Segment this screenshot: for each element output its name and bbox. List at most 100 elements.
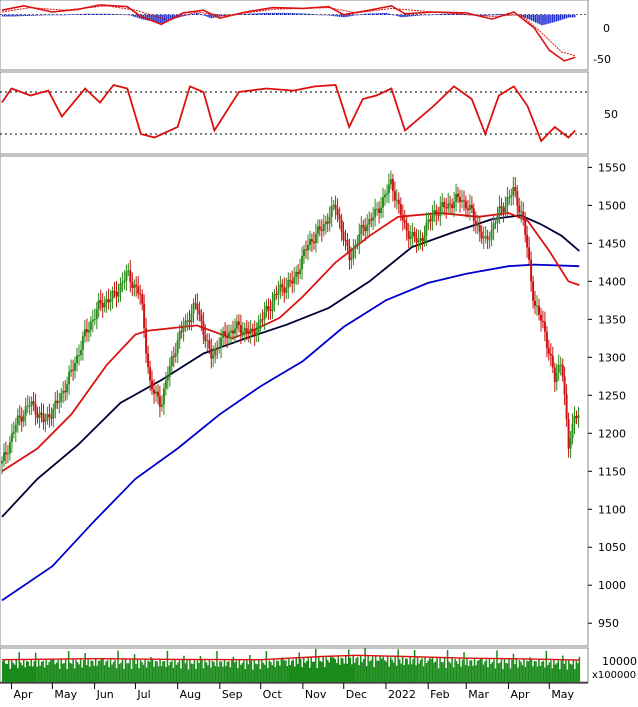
price-candle-body	[235, 321, 238, 329]
macd-hist-bar	[533, 14, 535, 22]
macd-hist-bar	[191, 14, 194, 15]
price-candle-body	[370, 219, 373, 221]
volume-bar	[23, 659, 25, 682]
volume-bar	[228, 661, 230, 682]
volume-bar	[475, 665, 477, 682]
volume-bar	[174, 659, 176, 682]
price-panel: 950 1000 1050 1100 1150 1200 1250 1300 1350 1400 1…	[0, 155, 626, 647]
volume-bar	[162, 661, 164, 682]
volume-bar	[359, 655, 362, 682]
price-candle-body	[32, 401, 35, 405]
macd-hist-bar	[402, 14, 404, 18]
macd-hist-bar	[100, 13, 102, 15]
volume-bar	[139, 660, 142, 682]
volume-bar	[413, 650, 416, 682]
volume-bar	[502, 669, 504, 682]
price-candle-body	[24, 406, 27, 416]
macd-hist-bar	[414, 14, 417, 16]
macd-hist-bar	[271, 12, 274, 15]
x-tick-label: 2022	[388, 688, 416, 701]
macd-hist-bar	[412, 14, 415, 17]
volume-bar	[94, 658, 97, 682]
price-candle-body	[336, 209, 339, 216]
macd-hist-bar	[161, 14, 163, 24]
price-candle-body	[127, 270, 130, 272]
price-candle-body	[76, 355, 78, 363]
price-candle-body	[407, 231, 410, 240]
volume-bar	[142, 664, 145, 682]
macd-hist-bar	[126, 14, 129, 16]
price-candle-body	[439, 206, 442, 216]
price-candle-body	[413, 231, 416, 238]
volume-bar	[127, 663, 130, 682]
volume-bar	[258, 660, 260, 682]
price-candle-body	[496, 215, 499, 223]
macd-hist-bar	[24, 14, 27, 16]
price-candle-body	[198, 309, 201, 315]
volume-bar	[259, 669, 262, 682]
macd-hist-bar	[194, 13, 196, 15]
volume-bar	[181, 659, 184, 682]
volume-bar	[545, 650, 548, 682]
volume-bar	[481, 658, 483, 682]
volume-bar	[49, 660, 52, 682]
price-candle-body	[117, 292, 120, 297]
macd-hist-bar	[428, 14, 431, 16]
volume-bar	[216, 651, 218, 682]
macd-hist-bar	[2, 14, 4, 17]
macd-hist-bar	[187, 14, 190, 16]
volume-bar	[15, 659, 17, 682]
price-candle-body	[18, 415, 21, 418]
price-candle-body	[431, 215, 434, 222]
volume-bar	[382, 656, 384, 682]
price-candle-body	[204, 334, 207, 341]
volume-bar	[178, 660, 181, 682]
macd-hist-bar	[26, 14, 29, 16]
volume-bar	[511, 659, 513, 682]
volume-bar	[199, 656, 202, 682]
price-candle-body	[273, 294, 276, 302]
ma-long-line	[1, 263, 580, 602]
volume-bar	[144, 659, 146, 682]
price-candle-body	[322, 224, 325, 232]
price-candle-body	[281, 284, 284, 287]
price-candle-body	[425, 223, 428, 236]
volume-bar	[403, 665, 405, 682]
volume-bar	[491, 662, 494, 682]
macd-hist-bar	[202, 14, 204, 16]
macd-hist-bar	[526, 14, 529, 19]
volume-bar	[265, 651, 268, 682]
price-candle-body	[247, 332, 250, 334]
price-candle-body	[97, 300, 100, 310]
volume-bar	[108, 667, 110, 682]
price-candle-body	[109, 299, 112, 303]
volume-bar	[425, 663, 428, 682]
price-candle-body	[216, 348, 219, 350]
volume-bar	[29, 666, 31, 682]
price-candle-body	[320, 229, 323, 232]
volume-bar	[37, 659, 40, 682]
x-tick-label: Jun	[96, 688, 114, 701]
price-candle-body	[265, 306, 268, 313]
price-tick-label: 1150	[598, 465, 626, 478]
price-candle-body	[486, 236, 489, 240]
volume-bar	[416, 656, 419, 682]
macd-hist-bar	[159, 14, 161, 24]
macd-hist-bar	[557, 14, 560, 21]
macd-hist-bar	[410, 14, 413, 17]
volume-bar	[286, 666, 289, 682]
volume-bar	[97, 660, 100, 682]
macd-hist-bar	[61, 14, 63, 16]
macd-hist-bar	[422, 14, 425, 16]
macd-hist-bar	[304, 13, 306, 15]
volume-bar	[14, 664, 16, 682]
volume-bar	[482, 664, 485, 682]
macd-hist-bar	[392, 14, 394, 16]
price-candle-body	[348, 246, 351, 261]
price-candle-body	[397, 199, 400, 204]
macd-hist-bar	[394, 14, 396, 16]
price-candle-body	[149, 367, 152, 381]
volume-bar	[508, 659, 510, 682]
macd-hist-bar	[75, 14, 78, 15]
price-candle-body	[133, 284, 136, 288]
